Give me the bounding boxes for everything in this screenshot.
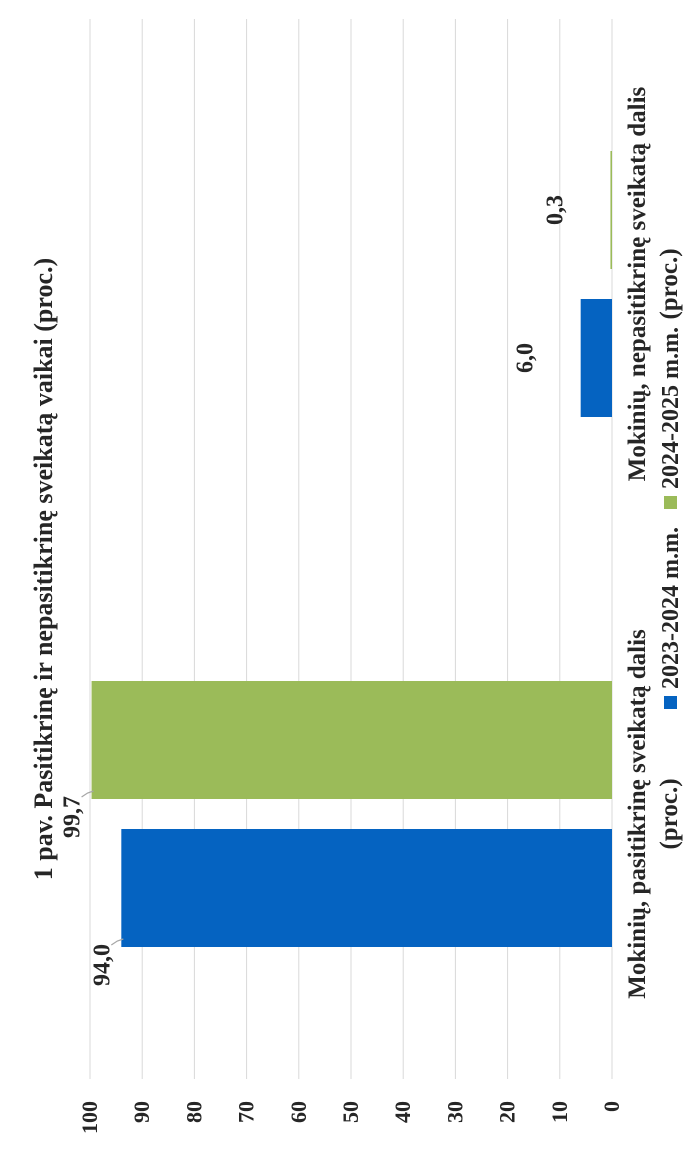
category-label: Mokinių, pasitikrinę sveikatą dalis bbox=[624, 629, 651, 999]
y-tick-label: 50 bbox=[338, 1101, 363, 1123]
y-tick-label: 100 bbox=[77, 1101, 102, 1134]
y-tick-label: 60 bbox=[286, 1101, 311, 1123]
bar bbox=[91, 681, 613, 799]
chart-title: 1 pav. Pasitikrinę ir nepasitikrinę svei… bbox=[29, 258, 58, 880]
bar bbox=[121, 829, 612, 947]
data-label: 94,0 bbox=[89, 944, 115, 986]
legend-label: 2024-2025 m.m. bbox=[658, 327, 684, 489]
data-label: 6,0 bbox=[513, 343, 539, 373]
leader-line bbox=[81, 790, 94, 798]
leader-line bbox=[110, 938, 124, 946]
legend-label: 2023-2024 m.m. bbox=[658, 527, 684, 689]
y-tick-label: 10 bbox=[547, 1101, 572, 1123]
legend-swatch bbox=[664, 696, 677, 709]
bar bbox=[610, 151, 613, 269]
bars bbox=[91, 151, 613, 947]
category-label: (proc.) bbox=[656, 778, 683, 849]
y-tick-label: 70 bbox=[234, 1101, 259, 1123]
bar bbox=[580, 299, 612, 417]
y-tick-label: 90 bbox=[129, 1101, 154, 1123]
y-tick-label: 0 bbox=[599, 1101, 624, 1112]
y-tick-label: 40 bbox=[390, 1101, 415, 1123]
legend: 2023-2024 m.m. 2024-2025 m.m. bbox=[658, 327, 684, 709]
y-tick-label: 80 bbox=[181, 1101, 206, 1123]
data-label: 0,3 bbox=[542, 195, 568, 225]
y-axis-ticks: 0 10 20 30 40 50 60 70 80 90 100 bbox=[77, 1101, 624, 1134]
legend-swatch bbox=[664, 496, 677, 509]
category-labels: Mokinių, pasitikrinę sveikatą dalis (proc… bbox=[624, 86, 683, 998]
data-label: 99,7 bbox=[60, 796, 86, 838]
data-labels: 94,0 99,7 6,0 0,3 bbox=[60, 195, 569, 986]
category-label: (proc.) bbox=[656, 248, 683, 319]
y-tick-label: 30 bbox=[442, 1101, 467, 1123]
y-tick-label: 20 bbox=[495, 1101, 520, 1123]
category-label: Mokinių, nepasitikrinę sveikatą dalis bbox=[624, 86, 651, 481]
